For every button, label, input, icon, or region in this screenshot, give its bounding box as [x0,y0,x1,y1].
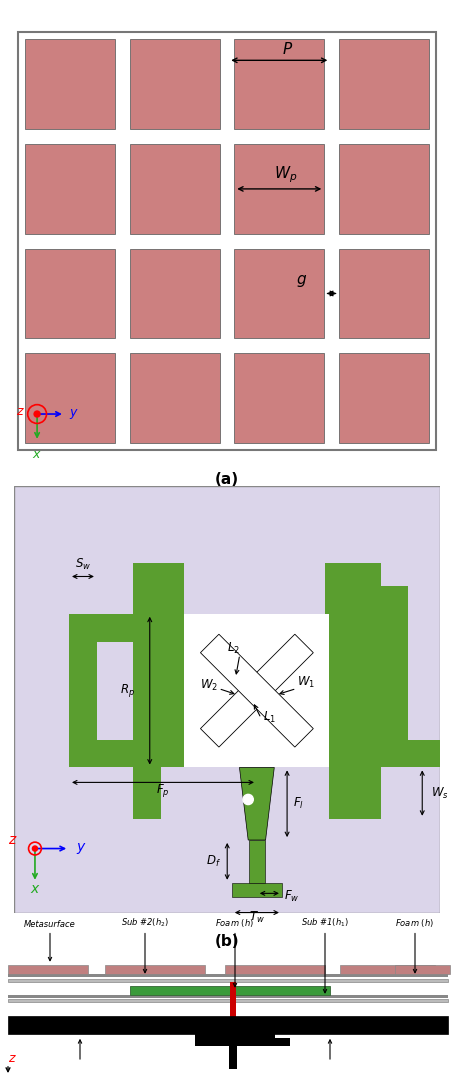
Circle shape [34,411,40,417]
Bar [25,144,115,234]
Text: $F_l$: $F_l$ [293,796,305,811]
Bar [229,1034,237,1069]
Bar [201,634,313,747]
Bar [248,840,265,882]
Text: $P$: $P$ [282,41,293,56]
Text: Foam $(h)$: Foam $(h)$ [216,917,255,929]
Bar [340,965,435,973]
Text: $z$: $z$ [8,1051,17,1064]
Text: $F_w$: $F_w$ [284,889,300,904]
Text: $z$: $z$ [16,405,25,418]
Bar [69,739,148,767]
Bar [130,985,330,995]
Text: $y$: $y$ [69,406,79,421]
Bar [184,563,325,614]
Bar [234,39,324,129]
Bar [201,634,313,747]
Circle shape [243,795,253,804]
Bar [8,1016,448,1034]
Bar [255,1037,290,1046]
Bar [184,614,330,767]
Circle shape [32,846,38,851]
Text: $F_p$: $F_p$ [156,783,170,799]
Bar [339,144,429,234]
Text: Sub #1$(h_1)$: Sub #1$(h_1)$ [301,916,349,929]
Bar [234,144,324,234]
Text: $z$: $z$ [8,834,18,848]
Text: $y$: $y$ [75,841,86,856]
Text: $W_1$: $W_1$ [297,675,316,691]
Bar [130,144,220,234]
Text: $L_2$: $L_2$ [227,642,240,656]
Bar [8,998,448,1002]
Bar [8,979,448,982]
Bar [25,248,115,338]
Bar [130,353,220,443]
Bar [195,1034,275,1046]
Bar [230,982,236,1021]
Bar [339,353,429,443]
Bar [232,882,282,896]
Bar [25,39,115,129]
Text: $R_p$: $R_p$ [120,682,135,699]
Bar [8,965,88,973]
Text: Metasurface: Metasurface [24,919,76,929]
Text: $T_w$: $T_w$ [249,911,265,926]
Bar [234,248,324,338]
Bar [8,973,448,977]
Polygon shape [239,767,274,840]
Text: Sub #2$(h_2)$: Sub #2$(h_2)$ [121,916,169,929]
Bar [105,965,205,973]
Bar [161,767,330,818]
Bar [330,586,409,614]
Text: (a): (a) [215,472,239,487]
Bar [133,563,380,818]
Bar [130,39,220,129]
Text: $W_p$: $W_p$ [274,164,297,184]
Text: $g$: $g$ [296,273,307,289]
Bar [234,353,324,443]
Bar [69,614,97,767]
Text: $x$: $x$ [30,882,40,896]
Text: (b): (b) [215,934,239,948]
Bar [8,995,448,997]
Text: $x$: $x$ [32,448,42,461]
Text: $D_f$: $D_f$ [206,854,221,869]
Text: $L_1$: $L_1$ [263,710,276,724]
Bar [25,353,115,443]
Bar [395,965,450,973]
Bar [380,614,409,767]
Text: $W_s$: $W_s$ [431,786,449,801]
Bar [339,248,429,338]
Bar [339,39,429,129]
Text: Foam $(h)$: Foam $(h)$ [395,917,434,929]
Bar [69,614,133,642]
Text: $S_w$: $S_w$ [75,557,91,572]
Text: $W_2$: $W_2$ [200,678,218,693]
Bar [225,965,325,973]
Bar [380,739,444,767]
Bar [130,248,220,338]
